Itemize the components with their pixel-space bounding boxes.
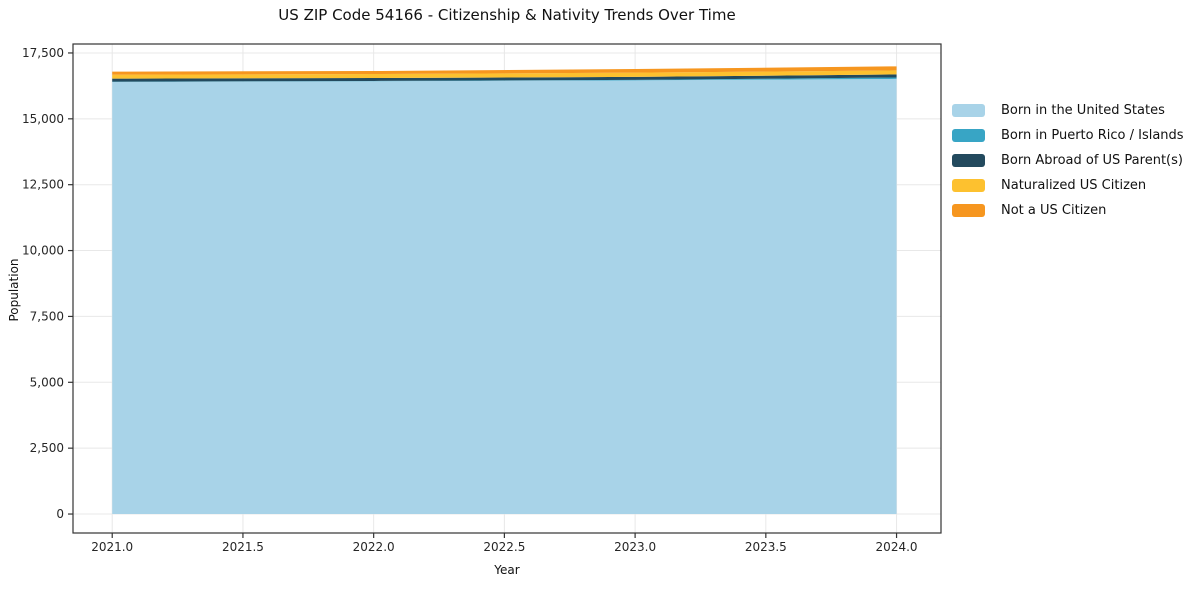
y-tick-label: 0 bbox=[56, 507, 64, 521]
y-tick-label: 2,500 bbox=[30, 441, 64, 455]
x-tick-label: 2023.0 bbox=[614, 540, 656, 554]
area-naturalized-us-citizen bbox=[112, 70, 897, 79]
chart-title: US ZIP Code 54166 - Citizenship & Nativi… bbox=[278, 6, 736, 24]
legend-label: Born Abroad of US Parent(s) bbox=[1001, 153, 1183, 168]
x-tick-label: 2021.0 bbox=[91, 540, 133, 554]
area-born-in-puerto-rico-islands bbox=[112, 77, 897, 82]
x-tick-label: 2022.5 bbox=[483, 540, 525, 554]
legend-swatch bbox=[952, 104, 985, 117]
x-tick-label: 2021.5 bbox=[222, 540, 264, 554]
legend-swatch bbox=[952, 129, 985, 142]
legend-swatch bbox=[952, 154, 985, 167]
area-born-abroad-of-us-parent-s bbox=[112, 74, 897, 82]
legend-label: Born in the United States bbox=[1001, 103, 1165, 118]
y-tick-label: 17,500 bbox=[22, 46, 64, 60]
legend-label: Born in Puerto Rico / Islands bbox=[1001, 128, 1184, 143]
legend: Born in the United States Born in Puerto … bbox=[952, 104, 1184, 229]
legend-item-naturalized-us-citizen: Naturalized US Citizen bbox=[952, 179, 1184, 192]
legend-swatch bbox=[952, 179, 985, 192]
area-born-in-the-united-states bbox=[112, 78, 897, 515]
legend-label: Naturalized US Citizen bbox=[1001, 178, 1147, 193]
y-tick-label: 7,500 bbox=[30, 309, 64, 323]
legend-item-not-a-us-citizen: Not a US Citizen bbox=[952, 204, 1184, 217]
y-tick-label: 15,000 bbox=[22, 112, 64, 126]
y-tick-label: 5,000 bbox=[30, 375, 64, 389]
area-not-a-us-citizen bbox=[112, 66, 897, 75]
legend-label: Not a US Citizen bbox=[1001, 203, 1107, 218]
legend-item-born-abroad-of-us-parent-s: Born Abroad of US Parent(s) bbox=[952, 154, 1184, 167]
legend-item-born-in-puerto-rico-islands: Born in Puerto Rico / Islands bbox=[952, 129, 1184, 142]
x-tick-label: 2024.0 bbox=[876, 540, 918, 554]
y-tick-label: 12,500 bbox=[22, 178, 64, 192]
x-tick-label: 2023.5 bbox=[745, 540, 787, 554]
legend-swatch bbox=[952, 204, 985, 217]
x-tick-label: 2022.0 bbox=[353, 540, 395, 554]
legend-item-born-in-the-united-states: Born in the United States bbox=[952, 104, 1184, 117]
y-tick-label: 10,000 bbox=[22, 244, 64, 258]
x-axis-label: Year bbox=[494, 563, 520, 577]
plot-border bbox=[72, 43, 942, 534]
y-axis-label: Population bbox=[7, 258, 21, 322]
